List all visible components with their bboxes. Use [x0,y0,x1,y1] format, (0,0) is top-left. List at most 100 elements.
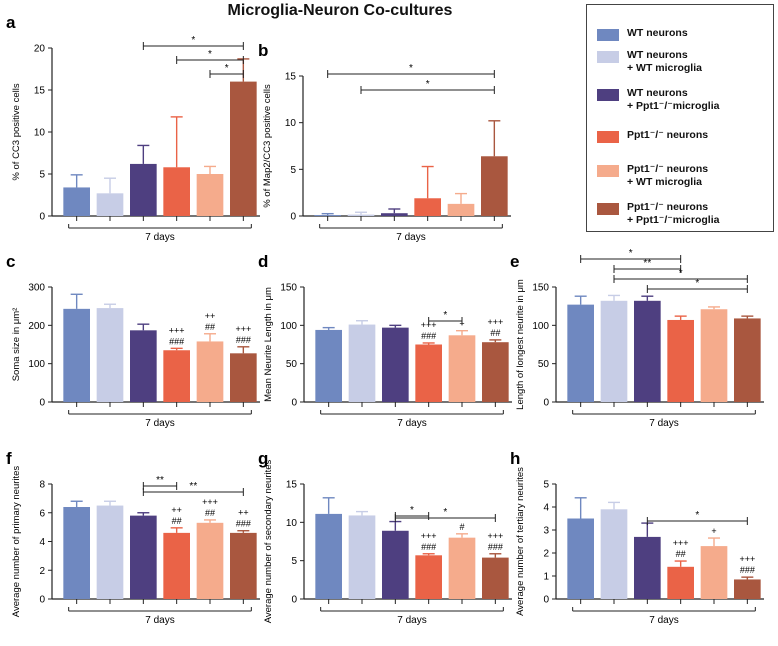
significance-mark: ## [676,549,686,559]
significance-mark: + [711,526,716,536]
legend-swatch [597,203,619,215]
chart-panel-b: b 0 5 10 15 % of Map2/CC3 positive cells 7 day… [258,41,511,243]
y-tick-label: 0 [39,595,45,606]
significance-mark: ### [421,542,436,552]
panel-label: g [258,449,268,468]
figure-title: Microglia-Neuron Co-cultures [227,2,453,19]
y-axis-label: % of Map2/CC3 positive cells [262,84,273,208]
y-axis-label: % of CC3 positive cells [11,83,22,180]
significance-mark: # [459,522,464,532]
bar [96,193,124,216]
bar [347,214,375,216]
y-tick-label: 5 [39,170,45,181]
panel-label: c [6,252,15,271]
significance-mark: +++ [673,538,689,548]
bar [196,174,224,216]
y-tick-label: 100 [532,321,549,332]
y-tick-label: 2 [39,566,45,577]
comparison-label: * [225,63,229,74]
bar [230,81,257,216]
legend-label: WT neurons + WT microglia [627,49,702,75]
y-tick-label: 1 [543,572,549,583]
legend-label-line: + WT microglia [627,176,702,188]
panel-label: f [6,449,12,468]
x-axis-label: 7 days [397,615,426,626]
bar [482,342,509,402]
bar [447,203,475,216]
bar [130,330,157,402]
bar [415,344,442,402]
bar [63,187,90,216]
bar [96,505,124,599]
legend-swatch [597,29,619,41]
significance-mark: ## [490,328,500,338]
y-axis-label: Length of longest neurite in μm [515,279,526,410]
chart-panel-f: f 0 2 4 6 8 Average number of primary neurites… [6,449,260,626]
x-axis-label: 7 days [396,232,425,243]
legend: WT neurons WT neurons + WT microglia WT neu… [586,4,774,232]
legend-label-line: Ppt1⁻/⁻ neurons [627,163,709,175]
bar [381,213,408,216]
legend-label-line: WT neurons [627,49,688,61]
y-tick-label: 8 [39,480,45,491]
significance-mark: ## [205,322,215,332]
significance-mark: +++ [202,497,218,507]
y-tick-label: 0 [291,398,297,409]
bar [348,515,376,599]
y-tick-label: 0 [39,398,45,409]
y-tick-label: 15 [285,72,297,83]
y-axis-label: Mean Neurite Length in μm [263,287,274,402]
bar [634,300,661,402]
y-tick-label: 3 [543,526,549,537]
comparison-label: * [695,278,699,289]
chart-panel-g: g 0 5 10 15 Average number of secondary neuri… [258,449,512,626]
bar [482,557,509,599]
legend-label-line: WT neurons [627,27,688,39]
legend-label-line: + Ppt1⁻/⁻microglia [627,100,720,112]
legend-label-line: Ppt1⁻/⁻ neurons [627,201,709,213]
panel-label: a [6,13,16,32]
y-tick-label: 2 [543,549,549,560]
bar [63,507,90,599]
y-tick-label: 10 [286,518,298,529]
significance-mark: ++ [205,311,216,321]
bar [96,308,124,402]
panel-label: d [258,252,268,271]
comparison-label: * [191,35,195,46]
bar [348,324,376,402]
bar [634,536,661,599]
bar [567,304,594,402]
y-tick-label: 4 [543,503,549,514]
comparison-label: * [410,505,414,516]
y-axis-label: Soma size in μm² [11,308,22,382]
significance-mark: +++ [421,531,437,541]
legend-label-line: Ppt1⁻/⁻ neurons [627,129,709,141]
bar [414,198,441,216]
bar [734,579,761,599]
panel-label: e [510,252,519,271]
bar [415,555,442,599]
comparison-label: * [426,79,430,90]
bar [315,513,342,599]
significance-mark: +++ [235,324,251,334]
x-axis-label: 7 days [397,418,426,429]
bar [567,518,594,599]
legend-swatch [597,51,619,63]
bar [163,167,190,216]
y-tick-label: 0 [291,595,297,606]
bar [314,215,341,216]
y-tick-label: 10 [285,118,297,129]
y-tick-label: 0 [543,595,549,606]
significance-mark: ### [236,519,251,529]
bar [196,522,224,599]
y-tick-label: 150 [532,283,549,294]
legend-label: WT neurons [627,27,688,40]
y-tick-label: 100 [28,359,45,370]
significance-mark: ++ [238,508,249,518]
panel-label: b [258,41,268,60]
bar [163,350,190,402]
bar [667,566,694,599]
